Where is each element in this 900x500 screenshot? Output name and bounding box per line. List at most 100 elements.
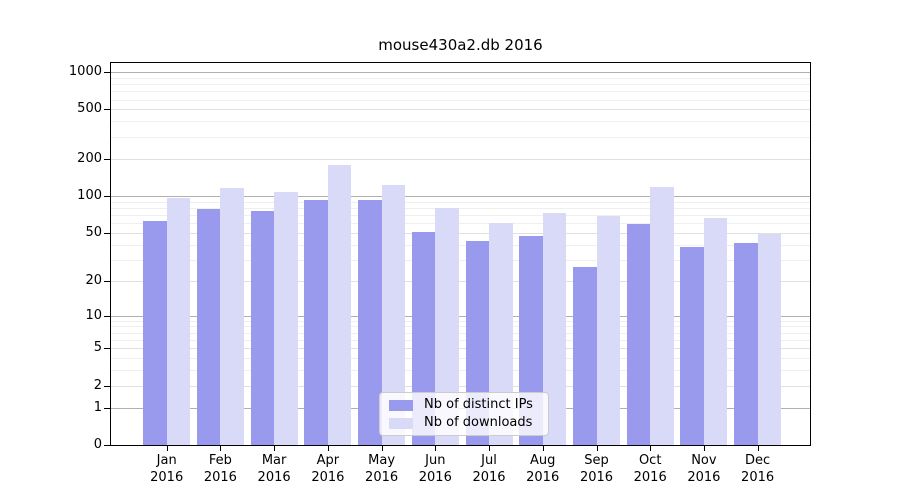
gridline-minor: [111, 370, 810, 372]
x-tick-mark: [489, 446, 490, 451]
gridline-minor: [111, 340, 810, 341]
bar-downloads-apr: [327, 165, 352, 445]
plot-area: [110, 62, 811, 446]
bar-downloads-oct: [650, 186, 674, 445]
y-tick-mark: [104, 445, 110, 446]
gridline-minor: [111, 320, 810, 322]
y-tick-mark: [104, 109, 110, 111]
legend-label-downloads: Nb of downloads: [424, 415, 533, 430]
bar-downloads-jan: [166, 197, 191, 445]
legend-label-distinct-ips: Nb of distinct IPs: [424, 397, 533, 412]
x-tick-mark: [274, 446, 276, 451]
bar-distinct-ips-sep: [573, 267, 597, 445]
gridline-minor: [111, 223, 810, 225]
bar-downloads-jul: [489, 223, 513, 445]
y-tick-label: 100: [77, 187, 102, 203]
x-tick-label: Jul 2016: [472, 453, 506, 485]
bar-downloads-aug: [542, 213, 567, 445]
gridline-minor: [111, 207, 810, 209]
y-tick-label: 50: [85, 224, 102, 240]
y-tick-mark: [104, 232, 110, 234]
chart-title: mouse430a2.db 2016: [378, 36, 543, 54]
bar-downloads-feb: [220, 187, 244, 445]
x-tick-mark: [327, 446, 329, 451]
gridline: [111, 280, 810, 282]
y-tick-mark: [104, 158, 110, 160]
bar-downloads-dec: [757, 233, 782, 445]
x-tick-mark: [381, 446, 383, 451]
x-tick-mark: [435, 446, 437, 451]
x-tick-mark: [703, 446, 705, 451]
bar-downloads-nov: [703, 218, 728, 445]
y-tick-label: 1: [93, 399, 102, 415]
bar-distinct-ips-nov: [680, 247, 704, 445]
x-tick-label: Mar 2016: [257, 453, 291, 485]
y-tick-mark: [104, 280, 110, 282]
gridline: [111, 315, 810, 317]
gridline-minor: [111, 91, 810, 93]
gridline-minor: [111, 259, 810, 261]
gridline: [111, 72, 810, 73]
gridline: [111, 195, 810, 197]
y-tick-label: 2: [93, 377, 102, 393]
legend-swatch-downloads: [389, 417, 413, 429]
bar-distinct-ips-jun: [411, 231, 436, 445]
gridline-minor: [111, 121, 810, 123]
gridline-minor: [111, 244, 810, 246]
x-tick-label: Jun 2016: [418, 453, 452, 485]
gridline: [111, 348, 810, 350]
gridline-minor: [111, 77, 810, 79]
x-tick-mark: [220, 446, 222, 451]
y-tick-mark: [104, 385, 110, 387]
bar-downloads-jun: [435, 208, 459, 445]
legend-row-downloads: Nb of downloads: [386, 416, 542, 430]
y-tick-label: 0: [93, 437, 102, 452]
gridline-minor: [111, 99, 810, 101]
bar-distinct-ips-apr: [304, 199, 328, 445]
gridline-minor: [111, 201, 810, 203]
y-tick-mark: [104, 195, 110, 197]
legend-swatch-distinct-ips: [389, 399, 413, 411]
x-tick-mark: [596, 446, 598, 451]
gridline: [111, 232, 810, 234]
x-tick-label: May 2016: [365, 453, 399, 485]
x-tick-mark: [757, 446, 759, 451]
gridline-minor: [111, 358, 810, 360]
y-tick-label: 1000: [68, 64, 102, 79]
bar-distinct-ips-jan: [143, 220, 167, 445]
x-tick-label: Jan 2016: [150, 453, 184, 485]
x-tick-mark: [542, 446, 544, 451]
x-tick-label: Aug 2016: [526, 453, 560, 485]
bar-downloads-mar: [274, 192, 298, 445]
x-tick-label: Feb 2016: [203, 453, 237, 485]
legend: Nb of distinct IPs Nb of downloads: [379, 392, 549, 436]
gridline: [111, 158, 810, 160]
gridline-minor: [111, 326, 810, 328]
x-tick-label: Apr 2016: [311, 453, 345, 485]
bar-distinct-ips-may: [358, 200, 382, 445]
bar-downloads-sep: [596, 215, 620, 445]
bar-distinct-ips-mar: [250, 211, 275, 445]
y-tick-label: 10: [85, 307, 102, 323]
y-tick-label: 200: [77, 150, 102, 166]
legend-row-distinct-ips: Nb of distinct IPs: [386, 398, 542, 412]
gridline: [111, 385, 810, 387]
y-tick-mark: [104, 72, 110, 73]
plot-inner: [111, 63, 810, 445]
y-tick-label: 5: [93, 340, 102, 356]
y-tick-mark: [104, 407, 110, 409]
gridline-minor: [111, 136, 810, 138]
gridline-minor: [111, 84, 810, 86]
gridline-minor: [111, 214, 810, 216]
x-tick-label: Nov 2016: [687, 453, 721, 485]
x-tick-mark: [166, 446, 168, 451]
x-tick-label: Oct 2016: [633, 453, 667, 485]
y-tick-label: 500: [77, 101, 102, 117]
bar-downloads-may: [381, 185, 406, 445]
bar-distinct-ips-dec: [734, 243, 758, 445]
y-tick-mark: [104, 348, 110, 350]
y-tick-mark: [104, 315, 110, 317]
x-tick-label: Dec 2016: [741, 453, 775, 485]
x-tick-mark: [650, 446, 652, 451]
